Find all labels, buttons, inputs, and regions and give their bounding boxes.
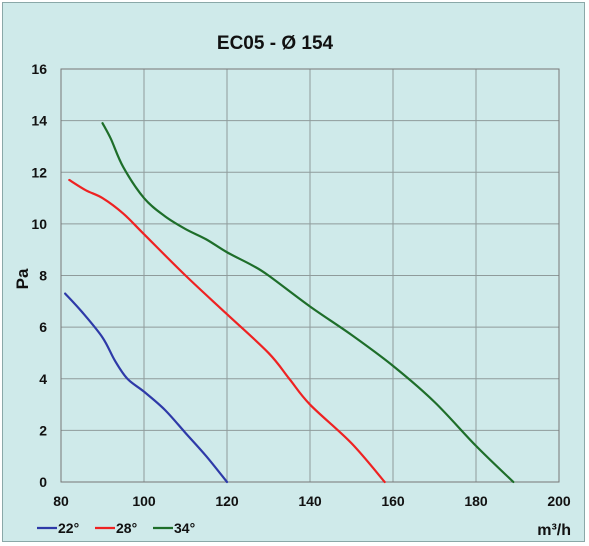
series-lines xyxy=(64,122,515,484)
x-tick-label: 180 xyxy=(464,493,488,509)
x-tick-label: 100 xyxy=(132,493,156,509)
legend: 22° 28° 34° xyxy=(37,520,195,536)
legend-label: 22° xyxy=(58,520,79,536)
legend-label: 34° xyxy=(174,520,195,536)
line-chart: EC05 - Ø 154 Pa m³/h 80 100 120 140 160 180 20… xyxy=(13,33,571,539)
y-tick-label: 16 xyxy=(31,61,47,77)
plot-area xyxy=(60,68,560,483)
x-tick-label: 200 xyxy=(547,493,571,509)
y-tick-label: 4 xyxy=(39,371,47,387)
tick-labels: 80 100 120 140 160 180 200 0 2 4 6 8 10 12 14 16 xyxy=(31,61,570,509)
y-tick-label: 6 xyxy=(39,319,47,335)
y-axis-label: Pa xyxy=(13,268,32,289)
x-tick-label: 140 xyxy=(298,493,322,509)
y-tick-label: 14 xyxy=(31,113,47,129)
y-tick-label: 10 xyxy=(31,216,47,232)
y-tick-label: 0 xyxy=(39,474,47,490)
x-tick-label: 120 xyxy=(215,493,239,509)
chart-panel: EC05 - Ø 154 Pa m³/h 80 100 120 140 160 180 20… xyxy=(2,2,585,542)
x-axis-label: m³/h xyxy=(537,522,571,539)
series-line-34 xyxy=(101,122,515,484)
series-line-22 xyxy=(64,292,229,484)
x-tick-label: 160 xyxy=(381,493,405,509)
y-tick-label: 2 xyxy=(39,422,47,438)
series-line-28 xyxy=(68,178,386,484)
y-tick-label: 12 xyxy=(31,164,47,180)
x-tick-label: 80 xyxy=(53,493,69,509)
chart-title: EC05 - Ø 154 xyxy=(217,33,334,54)
grid xyxy=(60,68,560,483)
legend-label: 28° xyxy=(116,520,137,536)
y-tick-label: 8 xyxy=(39,268,47,284)
